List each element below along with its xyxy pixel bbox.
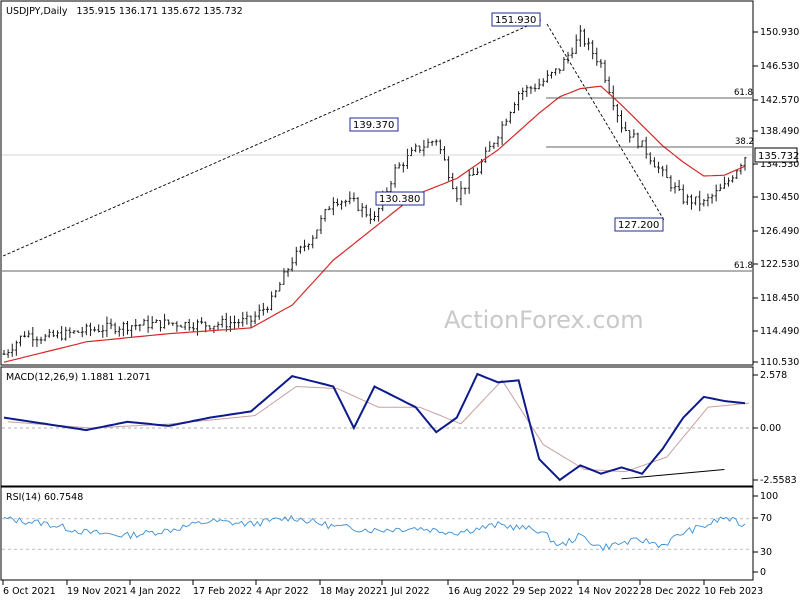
x-tick-label: 28 Dec 2022 [640,586,701,597]
macd-ytick-label: 0.00 [760,423,781,434]
price-ytick-label: 130.450 [760,192,799,203]
macd-ytick-label: -2.5583 [760,475,797,486]
x-tick-label: 16 Aug 2022 [448,586,509,597]
moving-average-line [3,85,746,363]
last-price-tag [754,147,798,163]
level-label-61-8-lower: 61.8 [734,261,753,271]
price-annotation: 139.370 [353,120,394,131]
rsi-ytick-label: 30 [760,547,772,558]
macd-title: MACD(12,26,9) 1.1881 1.2071 [6,372,151,383]
price-ytick-label: 114.490 [760,326,799,337]
axis-layer: 150.930 146.530 142.570 138.490 134.530 130.4… [2,27,799,597]
price-ytick-label: 138.490 [760,126,799,137]
price-ytick-label: 134.530 [760,159,799,170]
macd-layer [2,372,752,482]
x-tick-label: 18 May 2022 [320,586,382,597]
price-ytick-label: 150.930 [760,27,799,38]
trend-line-dashed [2,19,542,257]
price-annotation-box [349,117,399,132]
price-title: USDJPY,Daily 135.915 136.171 135.672 135… [6,6,243,17]
rsi-line [3,514,746,552]
ohlc-label: 135.915 136.171 135.672 135.732 [77,6,243,17]
price-ytick-label: 142.570 [760,95,799,106]
price-annotation: 151.930 [495,15,536,26]
rsi-ytick-label: 70 [760,513,772,524]
rsi-title: RSI(14) 60.7548 [6,492,83,503]
price-annotation-box [375,191,425,206]
level-label-61-8-upper: 61.8 [734,88,753,98]
x-tick-label: 4 Jan 2022 [130,586,181,597]
macd-line [3,372,746,482]
macd-ytick-label: 2.578 [760,370,787,381]
x-tick-label: 29 Sep 2022 [513,586,573,597]
price-ytick-label: 110.530 [760,357,799,368]
price-annotation: 127.200 [618,220,659,231]
x-tick-label: 19 Nov 2021 [67,586,128,597]
price-annotation-box [614,217,664,232]
macd-signal-line [8,379,750,473]
symbol-label: USDJPY,Daily [6,6,68,17]
price-panel [0,0,754,366]
last-price-value: 135.732 [758,151,799,162]
price-annotation: 130.380 [379,194,420,205]
macd-trend-line [621,469,725,480]
x-tick-label: 17 Feb 2022 [193,586,252,597]
rsi-panel [0,486,754,581]
x-tick-label: 4 Apr 2022 [256,586,309,597]
rsi-layer [2,514,752,552]
level-label-38-2: 38.2 [735,137,754,147]
trend-line-dashed [546,23,665,221]
x-tick-label: 14 Nov 2022 [578,586,639,597]
price-ytick-label: 126.490 [760,226,799,237]
price-ytick-label: 118.450 [760,293,799,304]
rsi-ytick-label: 0 [760,567,766,578]
price-ytick-label: 122.530 [760,259,799,270]
price-annotation-box [491,12,541,27]
price-ytick-label: 146.530 [760,61,799,72]
rsi-ytick-label: 100 [760,491,778,502]
price-layer: 61.8 38.2 61.8 151.930 139.370 130.380 127.200 [2,12,754,363]
x-tick-label: 10 Feb 2023 [704,586,763,597]
x-tick-label: 1 Jul 2022 [382,586,430,597]
x-tick-label: 6 Oct 2021 [3,586,56,597]
watermark: ActionForex.com [444,306,644,334]
